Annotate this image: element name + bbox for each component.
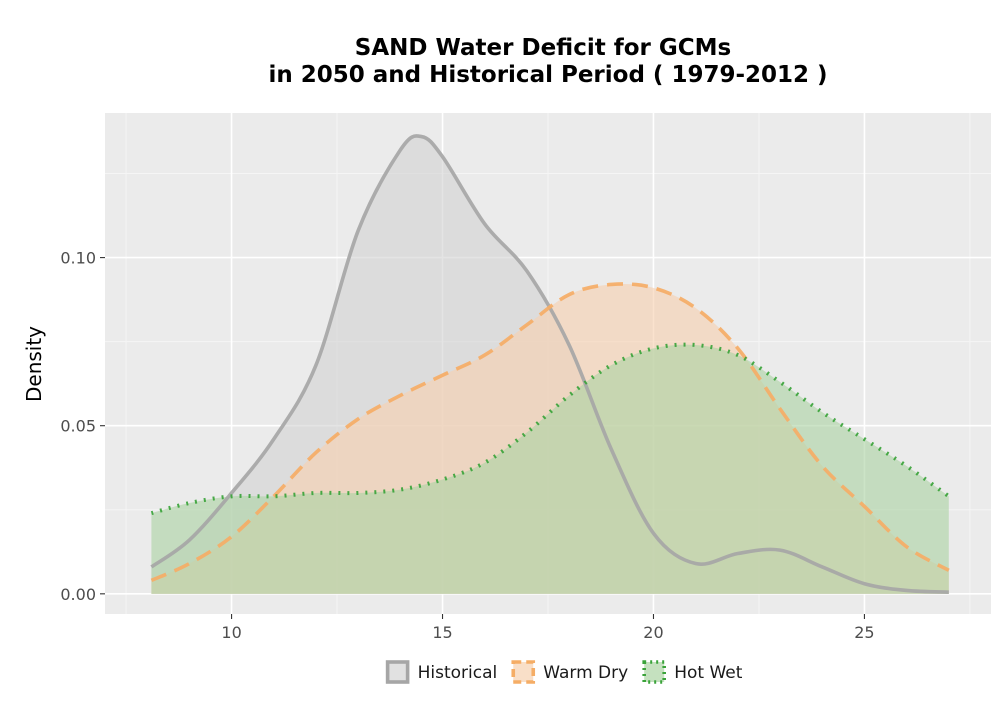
chart-title-line-2: in 2050 and Historical Period ( 1979-201… [268,62,827,88]
x-tick-label: 15 [432,623,452,642]
y-axis: 0.00 0.05 0.10 [60,249,105,604]
legend-key-historical [385,660,410,684]
y-tick-label: 0.00 [60,585,96,604]
line-warm-dry [150,282,950,583]
x-tick-label: 20 [643,623,663,642]
legend-label-historical: Historical [418,663,498,683]
legend-key-warm-dry [511,660,536,684]
y-tick-label: 0.10 [60,249,96,268]
area-hot-wet [151,344,949,594]
y-axis-label: Density [22,326,46,402]
legend-label-hot-wet: Hot Wet [674,663,743,683]
legend-key-hot-wet [642,660,666,684]
line-historical [150,134,949,594]
chart-title-line-1: SAND Water Deficit for GCMs [355,35,731,61]
density-lines [150,134,950,594]
x-axis: 10 15 20 25 [221,614,875,642]
y-tick-label: 0.05 [60,417,96,436]
density-areas [151,135,949,594]
legend-label-warm-dry: Warm Dry [543,663,628,683]
line-hot-wet [150,342,950,516]
legend: Historical Warm Dry Hot Wet [385,660,743,684]
x-tick-label: 25 [854,623,874,642]
x-tick-label: 10 [221,623,241,642]
